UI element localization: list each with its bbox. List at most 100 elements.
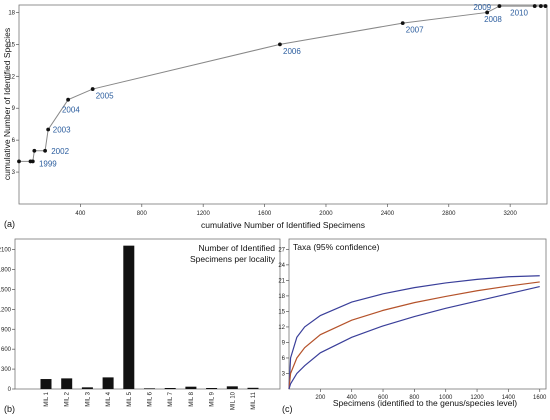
- panel-a-xlabel: cumulative Number of Identified Specimen…: [201, 220, 365, 230]
- panel-a-data-point: [32, 148, 37, 153]
- panel-a-ytick-label: 15: [8, 42, 15, 48]
- panel-b-letter: (b): [4, 404, 15, 414]
- panel-a-ylabel: cumulative Number of Identified Species: [2, 28, 12, 180]
- panel-c-ytick-label: 21: [278, 278, 285, 284]
- panel-b-category-label: MIL 7: [168, 391, 174, 406]
- panel-c-xtick-label: 200: [315, 395, 326, 401]
- panel-c-ytick-label: 18: [278, 294, 285, 300]
- panel-c-letter: (c): [282, 404, 293, 414]
- panel-b-title-line1: Number of Identified: [198, 243, 275, 253]
- panel-c-xtick-label: 1600: [533, 395, 547, 401]
- panel-b-category-label: MIL 6: [148, 391, 154, 406]
- panel-c-ytick-label: 24: [278, 263, 285, 269]
- panel-a-xtick-label: 3200: [503, 211, 517, 217]
- panel-a-data-point: [400, 21, 405, 25]
- panel-b-category-label: MIL 3: [85, 391, 91, 406]
- panel-a-ytick-label: 12: [8, 74, 15, 80]
- panel-a-xtick-label: 400: [75, 211, 86, 217]
- panel-a-data-point: [485, 10, 490, 15]
- panel-a-data-point: [90, 87, 95, 91]
- panel-c-ytick-label: 27: [278, 247, 285, 253]
- panel-b-ytick-label: 2100: [0, 248, 12, 254]
- panel-a-year-label: 2010: [510, 8, 528, 17]
- panel-b-category-label: MIL 8: [189, 391, 195, 406]
- panel-c-ytick-label: 3: [282, 371, 286, 377]
- panel-c-ytick-label: 15: [278, 309, 285, 315]
- panel-a-year-label: 2006: [283, 47, 301, 56]
- panel-c-ytick-label: 12: [278, 325, 285, 331]
- panel-a-xtick-label: 1200: [197, 211, 211, 217]
- panel-b-ytick-label: 1800: [0, 268, 12, 274]
- panel-c-xtick-label: 1400: [502, 395, 516, 401]
- panel-a-data-point: [66, 97, 71, 102]
- panel-a-data-point: [46, 127, 51, 132]
- panel-b-ytick-label: 1500: [0, 287, 12, 293]
- panel-a-ytick-label: 3: [12, 170, 16, 176]
- panel-b-ytick-label: 300: [1, 367, 12, 373]
- panel-b-bar: [81, 387, 93, 389]
- panel-b-bar: [61, 378, 73, 389]
- panel-b-category-label: MIL 1: [44, 391, 50, 406]
- panel-a-year-label: 2002: [51, 147, 69, 156]
- panel-b-category-label: MIL 4: [106, 391, 112, 406]
- panel-c-xtick-label: 1000: [439, 395, 453, 401]
- panel-c-ytick-label: 6: [282, 356, 286, 362]
- panel-a-data-point: [17, 159, 21, 164]
- panel-c-curve-estimate: [288, 281, 540, 390]
- panel-b-ytick-label: 0: [8, 387, 12, 393]
- panel-c-curve-lower: [288, 286, 540, 390]
- panel-b-bar: [144, 388, 155, 389]
- panel-c-xtick-label: 1200: [470, 395, 484, 401]
- panel-a-year-label: 2003: [53, 126, 71, 135]
- panel-a-xtick-label: 800: [137, 211, 148, 217]
- panel-a-year-label: 2008: [484, 15, 502, 24]
- panel-c-curve-upper: [288, 275, 540, 390]
- panel-b-category-label: MIL 9: [210, 391, 216, 406]
- panel-a-xtick-label: 2000: [319, 211, 333, 217]
- panel-a-xtick-label: 1600: [258, 211, 272, 217]
- panel-b-category-label: MIL 11: [251, 391, 257, 409]
- panel-a-data-point: [278, 42, 282, 47]
- panel-a-data-point: [43, 148, 47, 153]
- panel-a-data-point: [30, 159, 35, 164]
- panel-a-data-point: [497, 4, 502, 8]
- panel-a-year-label: 1999: [39, 160, 57, 169]
- panel-a-ytick-label: 9: [12, 106, 16, 112]
- panel-b-bar: [102, 377, 114, 389]
- panel-a-year-label: 2007: [406, 25, 424, 34]
- panel-a-ytick-label: 6: [12, 138, 16, 144]
- panel-b-bar: [185, 386, 197, 389]
- panel-b-category-label: MIL 10: [230, 391, 236, 410]
- panel-b-bar: [226, 386, 238, 389]
- panel-a-xtick-label: 2400: [381, 211, 395, 217]
- panel-a-ytick-label: 18: [8, 10, 15, 16]
- panel-b-ytick-label: 600: [1, 347, 12, 353]
- panel-b-ytick-label: 1200: [0, 307, 12, 313]
- panel-a-frame: [18, 4, 548, 205]
- panel-b-bar: [164, 388, 176, 389]
- panel-c-ytick-label: 9: [282, 340, 286, 346]
- panel-c-frame: [288, 238, 547, 390]
- panel-a-year-label: 2009: [473, 3, 491, 12]
- panel-c-xlabel: Specimens (identified to the genus/speci…: [333, 398, 517, 408]
- panel-b-bar: [206, 388, 218, 389]
- panel-b-category-label: MIL 2: [65, 391, 71, 406]
- panel-a-data-point: [532, 4, 537, 8]
- panel-a-data-point: [538, 4, 543, 8]
- panel-b-bar: [40, 379, 52, 389]
- panel-a-accumulation-line: [19, 5, 546, 162]
- panel-a-year-label: 2005: [96, 91, 114, 100]
- panel-a-data-point: [543, 4, 548, 8]
- panel-b-ytick-label: 900: [1, 327, 12, 333]
- panel-b-category-label: MIL 5: [127, 391, 133, 406]
- panel-a-xtick-label: 2800: [442, 211, 456, 217]
- panel-b-bar: [123, 245, 135, 389]
- panel-c-xtick-label: 400: [347, 395, 358, 401]
- panel-a-year-label: 2004: [62, 105, 80, 114]
- panel-c-title: Taxa (95% confidence): [293, 242, 380, 252]
- panel-c-xtick-label: 600: [378, 395, 389, 401]
- panel-a-letter: (a): [4, 219, 15, 229]
- panel-b-title-line2: Specimens per locality: [190, 254, 276, 264]
- panel-b-bar: [247, 387, 259, 389]
